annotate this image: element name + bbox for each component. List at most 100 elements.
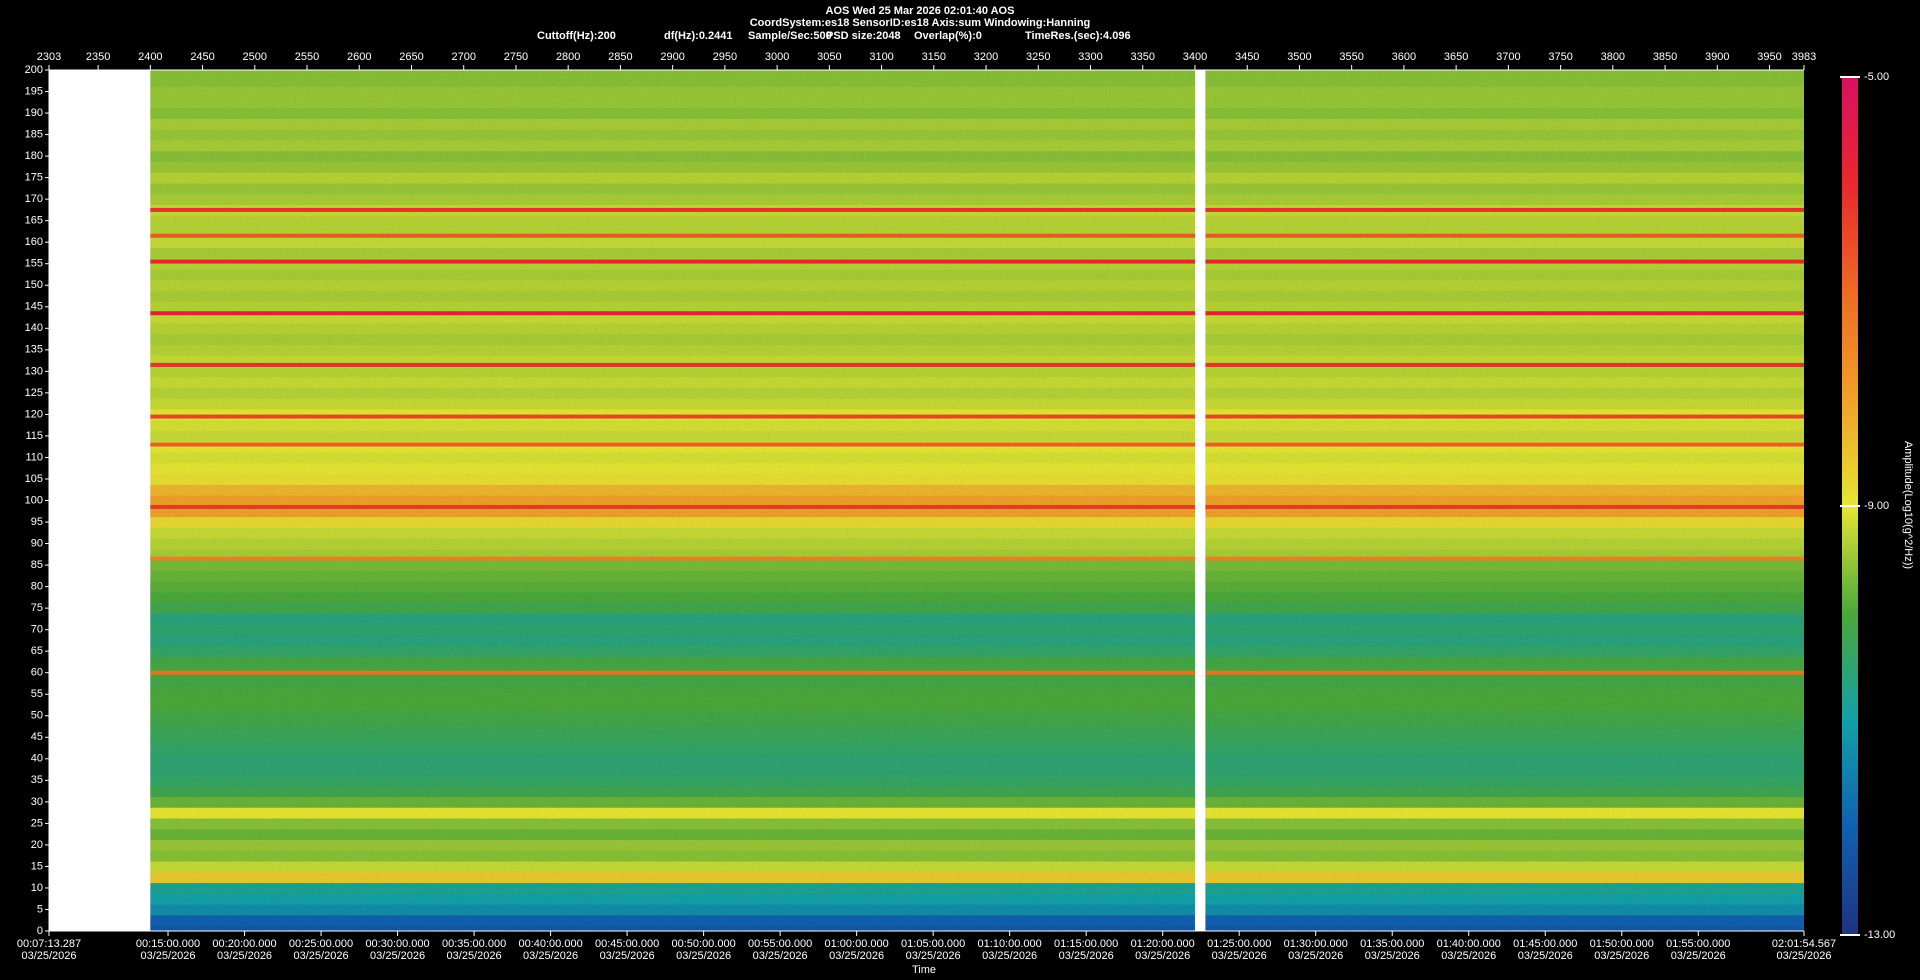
x-tick-date: 03/25/2026 [1594, 950, 1649, 962]
colorbar-tick-label: -5.00 [1864, 71, 1889, 83]
y-tick-label: 120 [25, 408, 43, 420]
y-tick-label: 85 [31, 559, 43, 571]
y-tick-label: 100 [25, 494, 43, 506]
x2-tick-label: 2700 [451, 51, 475, 63]
x-tick-label: 00:35:00.000 [442, 938, 506, 950]
y-tick-label: 165 [25, 215, 43, 227]
x-tick-label: 01:30:00.000 [1284, 938, 1348, 950]
x-tick-label: 01:50:00.000 [1590, 938, 1654, 950]
y-tick-label: 130 [25, 365, 43, 377]
y-tick-label: 185 [25, 128, 43, 140]
x2-tick-label: 2500 [243, 51, 267, 63]
x-tick-label: 00:20:00.000 [212, 938, 276, 950]
y-tick-label: 15 [31, 860, 43, 872]
x-tick-label: 01:00:00.000 [825, 938, 889, 950]
x-tick-date: 03/25/2026 [676, 950, 731, 962]
x-tick-date: 03/25/2026 [523, 950, 578, 962]
x-tick-label: 01:20:00.000 [1131, 938, 1195, 950]
y-tick-label: 140 [25, 322, 43, 334]
x2-tick-label: 3100 [869, 51, 893, 63]
y-tick-label: 170 [25, 193, 43, 205]
y-tick-label: 30 [31, 796, 43, 808]
x-tick-date: 03/25/2026 [906, 950, 961, 962]
y-tick-label: 110 [25, 451, 43, 463]
x-tick-date: 03/25/2026 [294, 950, 349, 962]
x2-tick-label: 2850 [608, 51, 632, 63]
texture [1205, 70, 1804, 931]
x-tick-label: 01:10:00.000 [978, 938, 1042, 950]
x-tick-date: 03/25/2026 [753, 950, 808, 962]
y-tick-label: 25 [31, 817, 43, 829]
x-tick-label: 01:35:00.000 [1360, 938, 1424, 950]
y-tick-label: 50 [31, 710, 43, 722]
x2-tick-label: 2550 [295, 51, 319, 63]
y-tick-label: 70 [31, 624, 43, 636]
y-tick-label: 180 [25, 150, 43, 162]
y-tick-label: 125 [25, 387, 43, 399]
y-tick-label: 155 [25, 258, 43, 270]
x-tick-date: 03/25/2026 [1288, 950, 1343, 962]
x-tick-date: 03/25/2026 [1365, 950, 1420, 962]
y-tick-label: 135 [25, 344, 43, 356]
y-tick-label: 60 [31, 667, 43, 679]
y-tick-label: 195 [25, 85, 43, 97]
header-line: AOS Wed 25 Mar 2026 02:01:40 AOS [826, 5, 1015, 17]
x2-tick-label: 3983 [1792, 51, 1816, 63]
y-tick-label: 55 [31, 688, 43, 700]
x2-tick-label: 2950 [713, 51, 737, 63]
x-tick-date: 03/25/2026 [1135, 950, 1190, 962]
y-tick-label: 115 [25, 430, 43, 442]
y-tick-label: 190 [25, 107, 43, 119]
y-tick-label: 65 [31, 645, 43, 657]
x-tick-label: 02:01:54.567 [1772, 938, 1836, 950]
y-tick-label: 105 [25, 473, 43, 485]
y-tick-label: 160 [25, 236, 43, 248]
x-tick-label: 00:07:13.287 [17, 938, 81, 950]
x-tick-label: 01:45:00.000 [1513, 938, 1577, 950]
x-tick-date: 03/25/2026 [370, 950, 425, 962]
x2-tick-label: 2600 [347, 51, 371, 63]
x2-tick-label: 3600 [1392, 51, 1416, 63]
y-tick-label: 20 [31, 839, 43, 851]
texture [150, 70, 1195, 931]
x2-tick-label: 2303 [37, 51, 61, 63]
x2-tick-label: 3450 [1235, 51, 1259, 63]
y-tick-label: 35 [31, 774, 43, 786]
y-tick-label: 45 [31, 731, 43, 743]
x2-tick-label: 2350 [86, 51, 110, 63]
header-line: CoordSystem:es18 SensorID:es18 Axis:sum … [750, 17, 1091, 29]
y-tick-label: 90 [31, 537, 43, 549]
x2-tick-label: 3400 [1183, 51, 1207, 63]
x2-tick-label: 2750 [504, 51, 528, 63]
y-tick-label: 75 [31, 602, 43, 614]
x-axis-label: Time [912, 964, 936, 976]
x-tick-label: 00:40:00.000 [518, 938, 582, 950]
parameter: TimeRes.(sec):4.096 [1025, 30, 1131, 42]
x2-tick-label: 3500 [1287, 51, 1311, 63]
x-tick-date: 03/25/2026 [1441, 950, 1496, 962]
x-tick-label: 00:50:00.000 [671, 938, 735, 950]
y-tick-label: 40 [31, 753, 43, 765]
parameter: Sample/Sec:500 [748, 30, 832, 42]
x-tick-label: 00:45:00.000 [595, 938, 659, 950]
x-tick-date: 03/25/2026 [447, 950, 502, 962]
x-tick-label: 00:25:00.000 [289, 938, 353, 950]
x-tick-date: 03/25/2026 [1671, 950, 1726, 962]
x-tick-label: 01:40:00.000 [1437, 938, 1501, 950]
x-tick-date: 03/25/2026 [1212, 950, 1267, 962]
x2-tick-label: 3950 [1757, 51, 1781, 63]
x-tick-label: 01:05:00.000 [901, 938, 965, 950]
parameter: Cuttoff(Hz):200 [537, 30, 616, 42]
x2-tick-label: 3150 [922, 51, 946, 63]
y-tick-label: 200 [25, 64, 43, 76]
x-tick-label: 01:25:00.000 [1207, 938, 1271, 950]
parameter: PSD size:2048 [826, 30, 901, 42]
x2-tick-label: 3900 [1705, 51, 1729, 63]
x-tick-label: 00:55:00.000 [748, 938, 812, 950]
y-tick-label: 150 [25, 279, 43, 291]
x2-tick-label: 2800 [556, 51, 580, 63]
x-tick-date: 03/25/2026 [217, 950, 272, 962]
x2-tick-label: 3300 [1078, 51, 1102, 63]
x2-tick-label: 3000 [765, 51, 789, 63]
